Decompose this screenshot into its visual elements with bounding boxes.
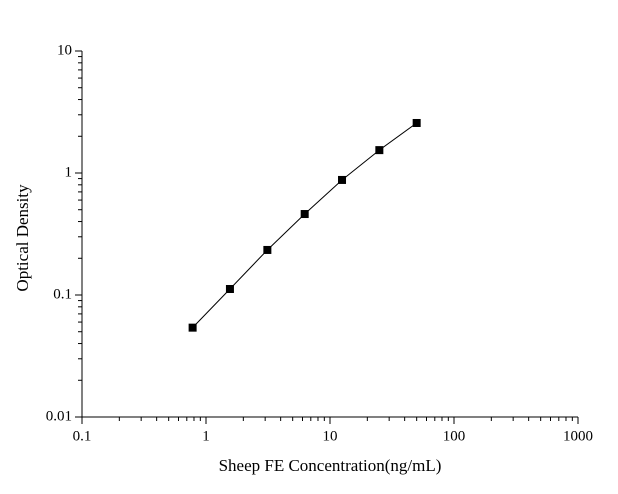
point [375,146,384,155]
point [412,118,421,127]
point [338,175,347,184]
y-axis-title: Optical Density [13,184,32,292]
x-axis-title: Sheep FE Concentration(ng/mL) [219,456,442,475]
y-tick-label: 1 [65,164,73,180]
y-tick-label: 10 [57,42,72,58]
point [263,245,272,254]
point [188,323,197,332]
x-tick-label: 0.1 [73,428,92,444]
x-tick-label: 1000 [563,428,593,444]
y-tick-label: 0.01 [46,408,72,424]
x-tick-label: 10 [323,428,338,444]
point [300,210,309,219]
y-tick-label: 0.1 [53,286,72,302]
x-tick-label: 100 [443,428,466,444]
point [225,284,234,293]
x-tick-label: 1 [202,428,210,444]
